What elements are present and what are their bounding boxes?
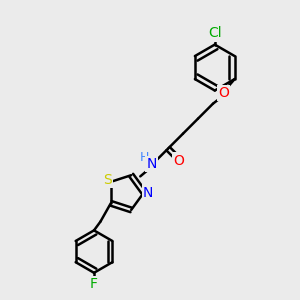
Text: O: O xyxy=(173,154,184,167)
Text: Cl: Cl xyxy=(208,26,222,40)
Text: O: O xyxy=(218,86,229,100)
Text: F: F xyxy=(90,277,98,291)
Text: N: N xyxy=(146,157,157,171)
Text: N: N xyxy=(143,186,153,200)
Text: H: H xyxy=(140,151,149,164)
Text: S: S xyxy=(103,173,112,188)
